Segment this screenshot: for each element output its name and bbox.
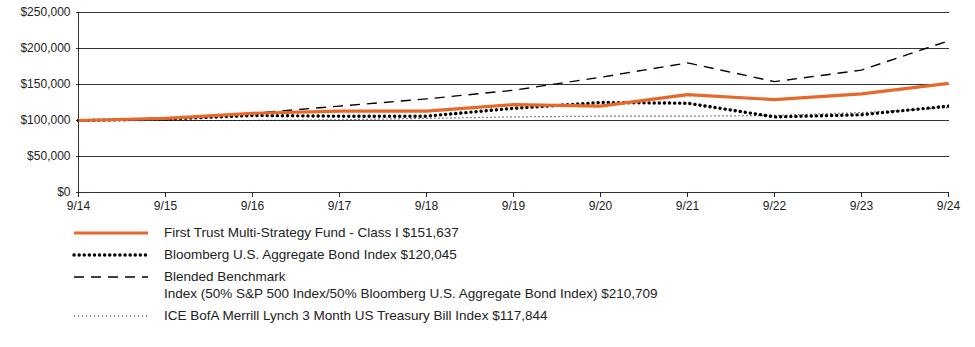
svg-text:$250,000: $250,000: [20, 5, 70, 19]
svg-text:$150,000: $150,000: [20, 77, 70, 91]
svg-text:9/15: 9/15: [154, 199, 178, 213]
svg-text:9/18: 9/18: [415, 199, 439, 213]
svg-text:9/14: 9/14: [67, 199, 91, 213]
svg-text:9/23: 9/23: [850, 199, 874, 213]
svg-text:$0: $0: [57, 185, 71, 199]
svg-text:9/21: 9/21: [676, 199, 700, 213]
svg-text:9/19: 9/19: [502, 199, 526, 213]
html-text:ICE BofA Merrill Lynch 3 Month: ICE BofA Merrill Lynch 3 Month US Treasu…: [164, 308, 548, 323]
svg-text:9/24: 9/24: [937, 199, 961, 213]
html-text:First Trust Multi-Strategy Fun: First Trust Multi-Strategy Fund - Class …: [164, 225, 459, 240]
html-text:Blended Benchmark Index (50% S: Blended Benchmark Index (50% S&P 500 Ind…: [164, 269, 658, 301]
svg-text:$100,000: $100,000: [20, 113, 70, 127]
svg-text:9/16: 9/16: [241, 199, 265, 213]
svg-text:$200,000: $200,000: [20, 41, 70, 55]
svg-text:9/20: 9/20: [589, 199, 613, 213]
svg-text:$50,000: $50,000: [27, 149, 71, 163]
svg-text:9/22: 9/22: [763, 199, 787, 213]
html-text:Bloomberg U.S. Aggregate Bond: Bloomberg U.S. Aggregate Bond Index $120…: [164, 247, 457, 262]
svg-text:9/17: 9/17: [328, 199, 352, 213]
